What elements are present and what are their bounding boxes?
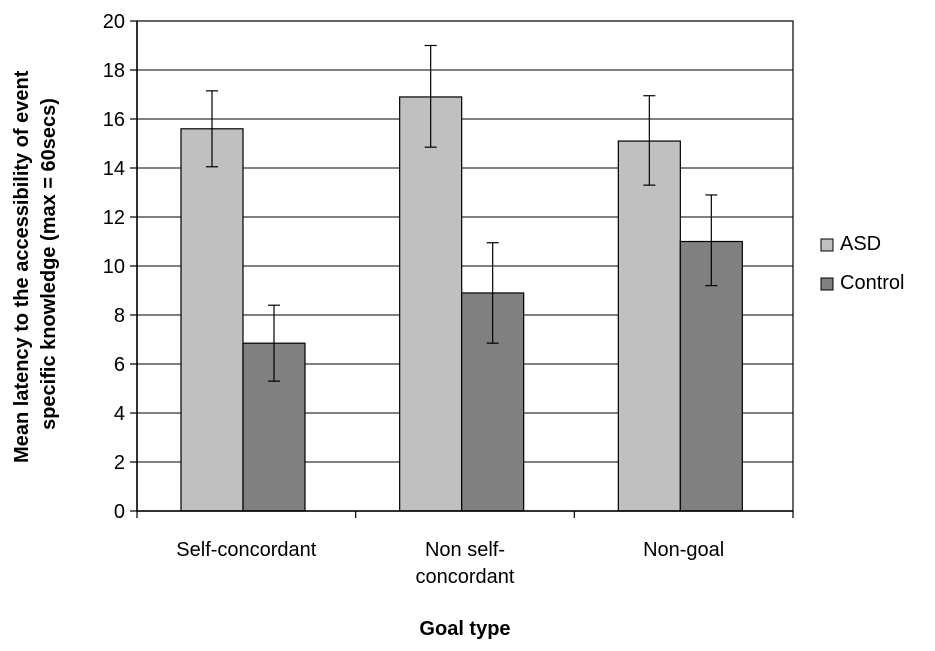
bar	[399, 96, 463, 512]
y-axis-title-line-1: Mean latency to the accessibility of eve…	[11, 70, 33, 463]
x-category-label-line: concordant	[416, 566, 515, 588]
error-bars	[206, 44, 718, 382]
y-axis-title: Mean latency to the accessibility of eve…	[11, 65, 60, 463]
legend-swatch	[820, 277, 834, 291]
y-tick-label: 8	[114, 305, 125, 327]
bars	[180, 96, 743, 512]
x-category-label: Non-goal	[643, 539, 724, 561]
y-tick-label: 16	[103, 109, 125, 131]
x-category-label-line: Self-concordant	[176, 539, 317, 561]
y-tick-label: 0	[114, 501, 125, 523]
y-tick-label: 4	[114, 403, 125, 425]
bar	[180, 128, 244, 512]
y-axis-title-line-2: specific knowledge (max = 60secs)	[38, 98, 60, 430]
x-category-label: Self-concordant	[176, 539, 317, 561]
y-tick-label: 20	[103, 11, 125, 33]
legend-label: ASD	[840, 233, 881, 255]
legend-label: Control	[840, 272, 904, 294]
bar	[617, 140, 681, 512]
legend: ASD Control	[820, 233, 904, 294]
y-tick-label: 18	[103, 60, 125, 82]
x-category-label-line: Non self-	[425, 539, 505, 561]
y-tick-label: 12	[103, 207, 125, 229]
y-tick-label: 2	[114, 452, 125, 474]
tick-labels: 0 2 4 6 8 10 12 14 16 18 20	[103, 11, 794, 523]
category-labels: Self-concordant Non self-concordant Non-go…	[176, 539, 724, 588]
y-tick-label: 6	[114, 354, 125, 376]
legend-swatch	[820, 238, 834, 252]
x-category-label: Non self-concordant	[416, 539, 515, 588]
y-tick-label: 10	[103, 256, 125, 278]
x-axis-title: Goal type	[419, 618, 510, 640]
y-tick-label: 14	[103, 158, 125, 180]
x-category-label-line: Non-goal	[643, 539, 724, 561]
